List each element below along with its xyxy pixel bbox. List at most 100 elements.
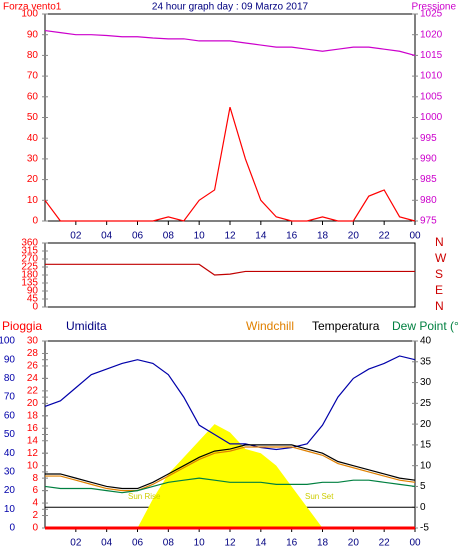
y2-tick-label: 1020 — [420, 29, 443, 40]
area — [45, 424, 415, 528]
y-tick-label: 90 — [27, 29, 39, 40]
legend-entry: Umidita — [66, 319, 107, 333]
direction-label: N — [435, 235, 444, 249]
y2-tick-label: 1005 — [420, 91, 443, 102]
direction-label: W — [435, 251, 447, 265]
y-tick-label: 135 — [21, 278, 38, 289]
y3-tick-label: 26 — [27, 361, 39, 372]
y-tick-label: 360 — [21, 238, 38, 249]
x-tick-label: 20 — [348, 538, 360, 549]
y-tick-label: 60 — [27, 91, 39, 102]
annotation: Sun Set — [305, 492, 334, 501]
y-tick-label: 180 — [21, 270, 38, 281]
y2-tick-label: 40 — [420, 336, 432, 347]
wind-label: Forza vento1 — [3, 2, 62, 13]
y-tick-label: 100 — [21, 9, 38, 20]
x-tick-label: 04 — [101, 231, 113, 242]
y2-tick-label: -5 — [420, 523, 429, 534]
y3-tick-label: 12 — [27, 448, 39, 459]
x-tick-label: 00 — [409, 538, 421, 549]
y-tick-label: 0 — [32, 216, 38, 227]
y3-tick-label: 16 — [27, 423, 39, 434]
y2-tick-label: 980 — [420, 195, 437, 206]
y-tick-label: 90 — [4, 354, 16, 365]
x-tick-label: 08 — [163, 538, 175, 549]
x-tick-label: 18 — [317, 231, 329, 242]
series-line — [44, 106, 416, 222]
y-tick-label: 70 — [4, 392, 16, 403]
y3-tick-label: 10 — [27, 460, 39, 471]
y2-tick-label: 1025 — [420, 9, 443, 20]
x-tick-label: 10 — [194, 538, 206, 549]
y2-tick-label: 975 — [420, 216, 437, 227]
y3-tick-label: 6 — [32, 485, 38, 496]
y-tick-label: 60 — [4, 410, 16, 421]
plot-frame — [44, 242, 416, 308]
y3-tick-label: 0 — [32, 523, 38, 534]
x-tick-label: 22 — [379, 231, 391, 242]
y3-tick-label: 2 — [32, 510, 38, 521]
y3-tick-label: 18 — [27, 410, 39, 421]
x-tick-label: 08 — [163, 231, 175, 242]
y2-tick-label: 1010 — [420, 71, 443, 82]
y-tick-label: 40 — [27, 133, 39, 144]
y2-tick-label: 985 — [420, 174, 437, 185]
y3-tick-label: 24 — [27, 373, 39, 384]
y3-tick-label: 14 — [27, 435, 39, 446]
y2-tick-label: 20 — [420, 419, 432, 430]
series-line — [45, 444, 416, 490]
y-tick-label: 100 — [0, 336, 15, 347]
legend-entry: Temperatura — [312, 319, 380, 333]
x-tick-label: 10 — [194, 231, 206, 242]
y-tick-label: 270 — [21, 254, 38, 265]
y2-tick-label: 5 — [420, 481, 426, 492]
y-tick-label: 80 — [27, 50, 39, 61]
series-line — [45, 446, 416, 492]
x-tick-label: 14 — [255, 538, 267, 549]
x-tick-label: 12 — [224, 231, 236, 242]
x-tick-label: 20 — [348, 231, 360, 242]
direction-label: E — [435, 283, 443, 297]
y-tick-label: 80 — [4, 373, 16, 384]
y3-tick-label: 22 — [27, 386, 39, 397]
x-tick-label: 16 — [286, 538, 298, 549]
y3-tick-label: 8 — [32, 473, 38, 484]
chart-title: 24 hour graph day : 09 Marzo 2017 — [152, 2, 309, 13]
y-tick-label: 30 — [27, 154, 39, 165]
y-tick-label: 50 — [4, 429, 16, 440]
x-tick-label: 02 — [70, 538, 82, 549]
x-tick-label: 06 — [132, 231, 144, 242]
y2-tick-label: 995 — [420, 133, 437, 144]
y-tick-label: 10 — [4, 504, 16, 515]
x-tick-label: 00 — [409, 231, 421, 242]
x-tick-label: 02 — [70, 231, 82, 242]
series-line — [44, 29, 416, 56]
x-tick-label: 06 — [132, 538, 144, 549]
y-tick-label: 30 — [4, 467, 16, 478]
plot-frame — [44, 13, 416, 222]
series-line — [44, 477, 416, 494]
x-tick-label: 04 — [101, 538, 113, 549]
annotation: Sun Rise — [128, 492, 161, 501]
pressure-label: Pressione — [412, 2, 457, 13]
y2-tick-label: 30 — [420, 377, 432, 388]
legend-entry: Windchill — [246, 319, 294, 333]
y2-tick-label: 15 — [420, 440, 432, 451]
series-line — [44, 355, 416, 451]
y-tick-label: 45 — [27, 294, 39, 305]
y3-tick-label: 30 — [27, 336, 39, 347]
y-tick-label: 10 — [27, 195, 39, 206]
direction-label: S — [435, 267, 443, 281]
y2-tick-label: 25 — [420, 398, 432, 409]
y-tick-label: 40 — [4, 448, 16, 459]
y2-tick-label: 990 — [420, 154, 437, 165]
y3-tick-label: 28 — [27, 348, 39, 359]
direction-label: N — [435, 299, 444, 313]
y2-tick-label: 0 — [420, 502, 426, 513]
y-tick-label: 20 — [27, 174, 39, 185]
y-tick-label: 70 — [27, 71, 39, 82]
y-tick-label: 50 — [27, 112, 39, 123]
x-tick-label: 16 — [286, 231, 298, 242]
y3-tick-label: 20 — [27, 398, 39, 409]
